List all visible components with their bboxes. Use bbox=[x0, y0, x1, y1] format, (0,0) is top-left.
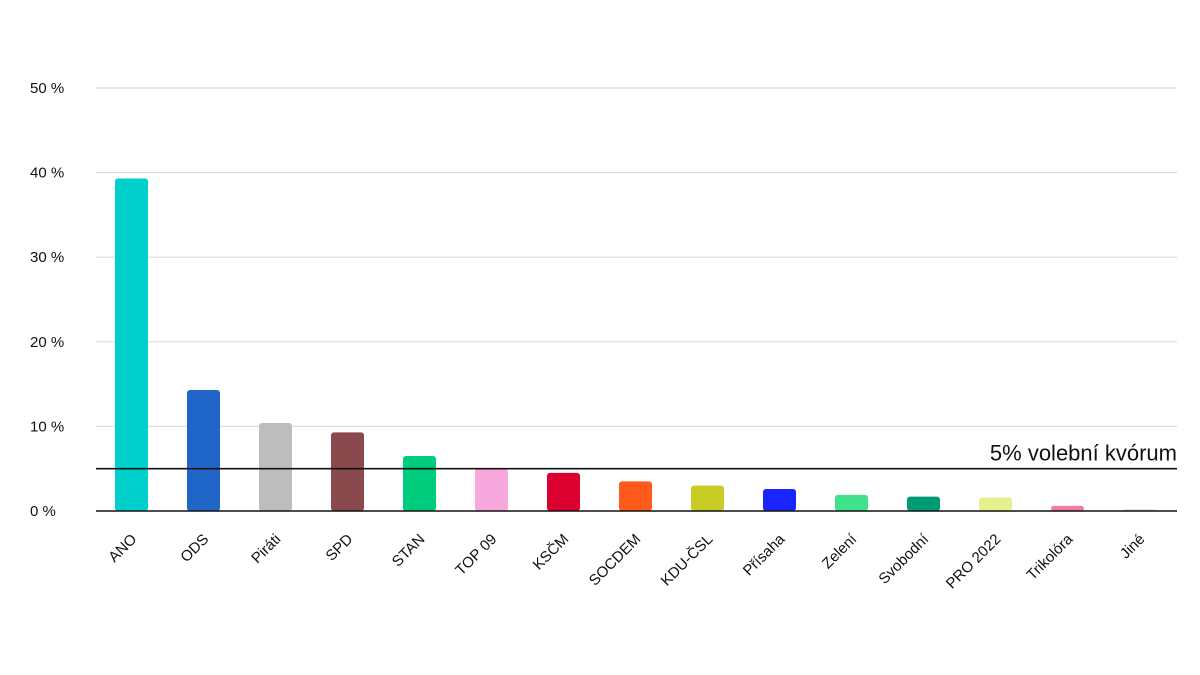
x-tick-label: Přísaha bbox=[740, 530, 789, 579]
bar-ksčm bbox=[547, 472, 580, 511]
x-tick-label: SPD bbox=[322, 531, 356, 565]
bar-spd bbox=[331, 432, 364, 511]
x-tick-label: Svobodní bbox=[875, 530, 932, 587]
bar-piráti bbox=[259, 423, 292, 511]
y-tick-label: 0 % bbox=[30, 503, 56, 520]
bar-ods bbox=[187, 390, 220, 511]
x-tick-label: Zelení bbox=[819, 530, 861, 572]
grid-lines bbox=[96, 87, 1177, 427]
bar-socdem bbox=[619, 481, 652, 511]
y-tick-label: 20 % bbox=[30, 334, 64, 351]
x-tick-label: SOCDEM bbox=[586, 531, 645, 590]
x-tick-label: Trikolóra bbox=[1023, 530, 1076, 583]
bar-top-09 bbox=[475, 468, 508, 511]
y-tick-label: 30 % bbox=[30, 249, 64, 266]
x-tick-label: PRO 2022 bbox=[943, 531, 1005, 593]
bar-ano bbox=[115, 178, 148, 511]
threshold-label: 5% volební kvórum bbox=[990, 441, 1177, 466]
x-tick-label: STAN bbox=[389, 531, 429, 571]
bars bbox=[115, 178, 1156, 511]
x-tick-label: ODS bbox=[177, 531, 212, 566]
x-tick-label: KSČM bbox=[530, 531, 573, 574]
bar-pro-2022 bbox=[979, 497, 1012, 511]
bar-trikolóra bbox=[1051, 505, 1084, 511]
y-tick-label: 50 % bbox=[30, 80, 64, 97]
y-tick-label: 40 % bbox=[30, 165, 64, 182]
bar-zelení bbox=[835, 494, 868, 511]
y-axis-tick-labels: 0 % 10 % 20 % 30 % 40 % 50 % bbox=[30, 80, 64, 520]
bar-přísaha bbox=[763, 489, 796, 511]
x-tick-label: TOP 09 bbox=[452, 531, 500, 579]
x-tick-label: ANO bbox=[105, 531, 140, 566]
x-tick-label: Jiné bbox=[1117, 531, 1148, 562]
x-tick-label: Piráti bbox=[248, 531, 284, 567]
y-tick-label: 10 % bbox=[30, 418, 64, 435]
x-axis-category-labels: ANO ODS Piráti SPD STAN TOP 09 KSČM SOCDEM KDU-Č… bbox=[105, 530, 1148, 592]
bar-svobodní bbox=[907, 496, 940, 511]
x-tick-label: KDU-ČSL bbox=[658, 531, 717, 590]
bar-stan bbox=[403, 456, 436, 511]
bar-kdu-čsl bbox=[691, 485, 724, 511]
